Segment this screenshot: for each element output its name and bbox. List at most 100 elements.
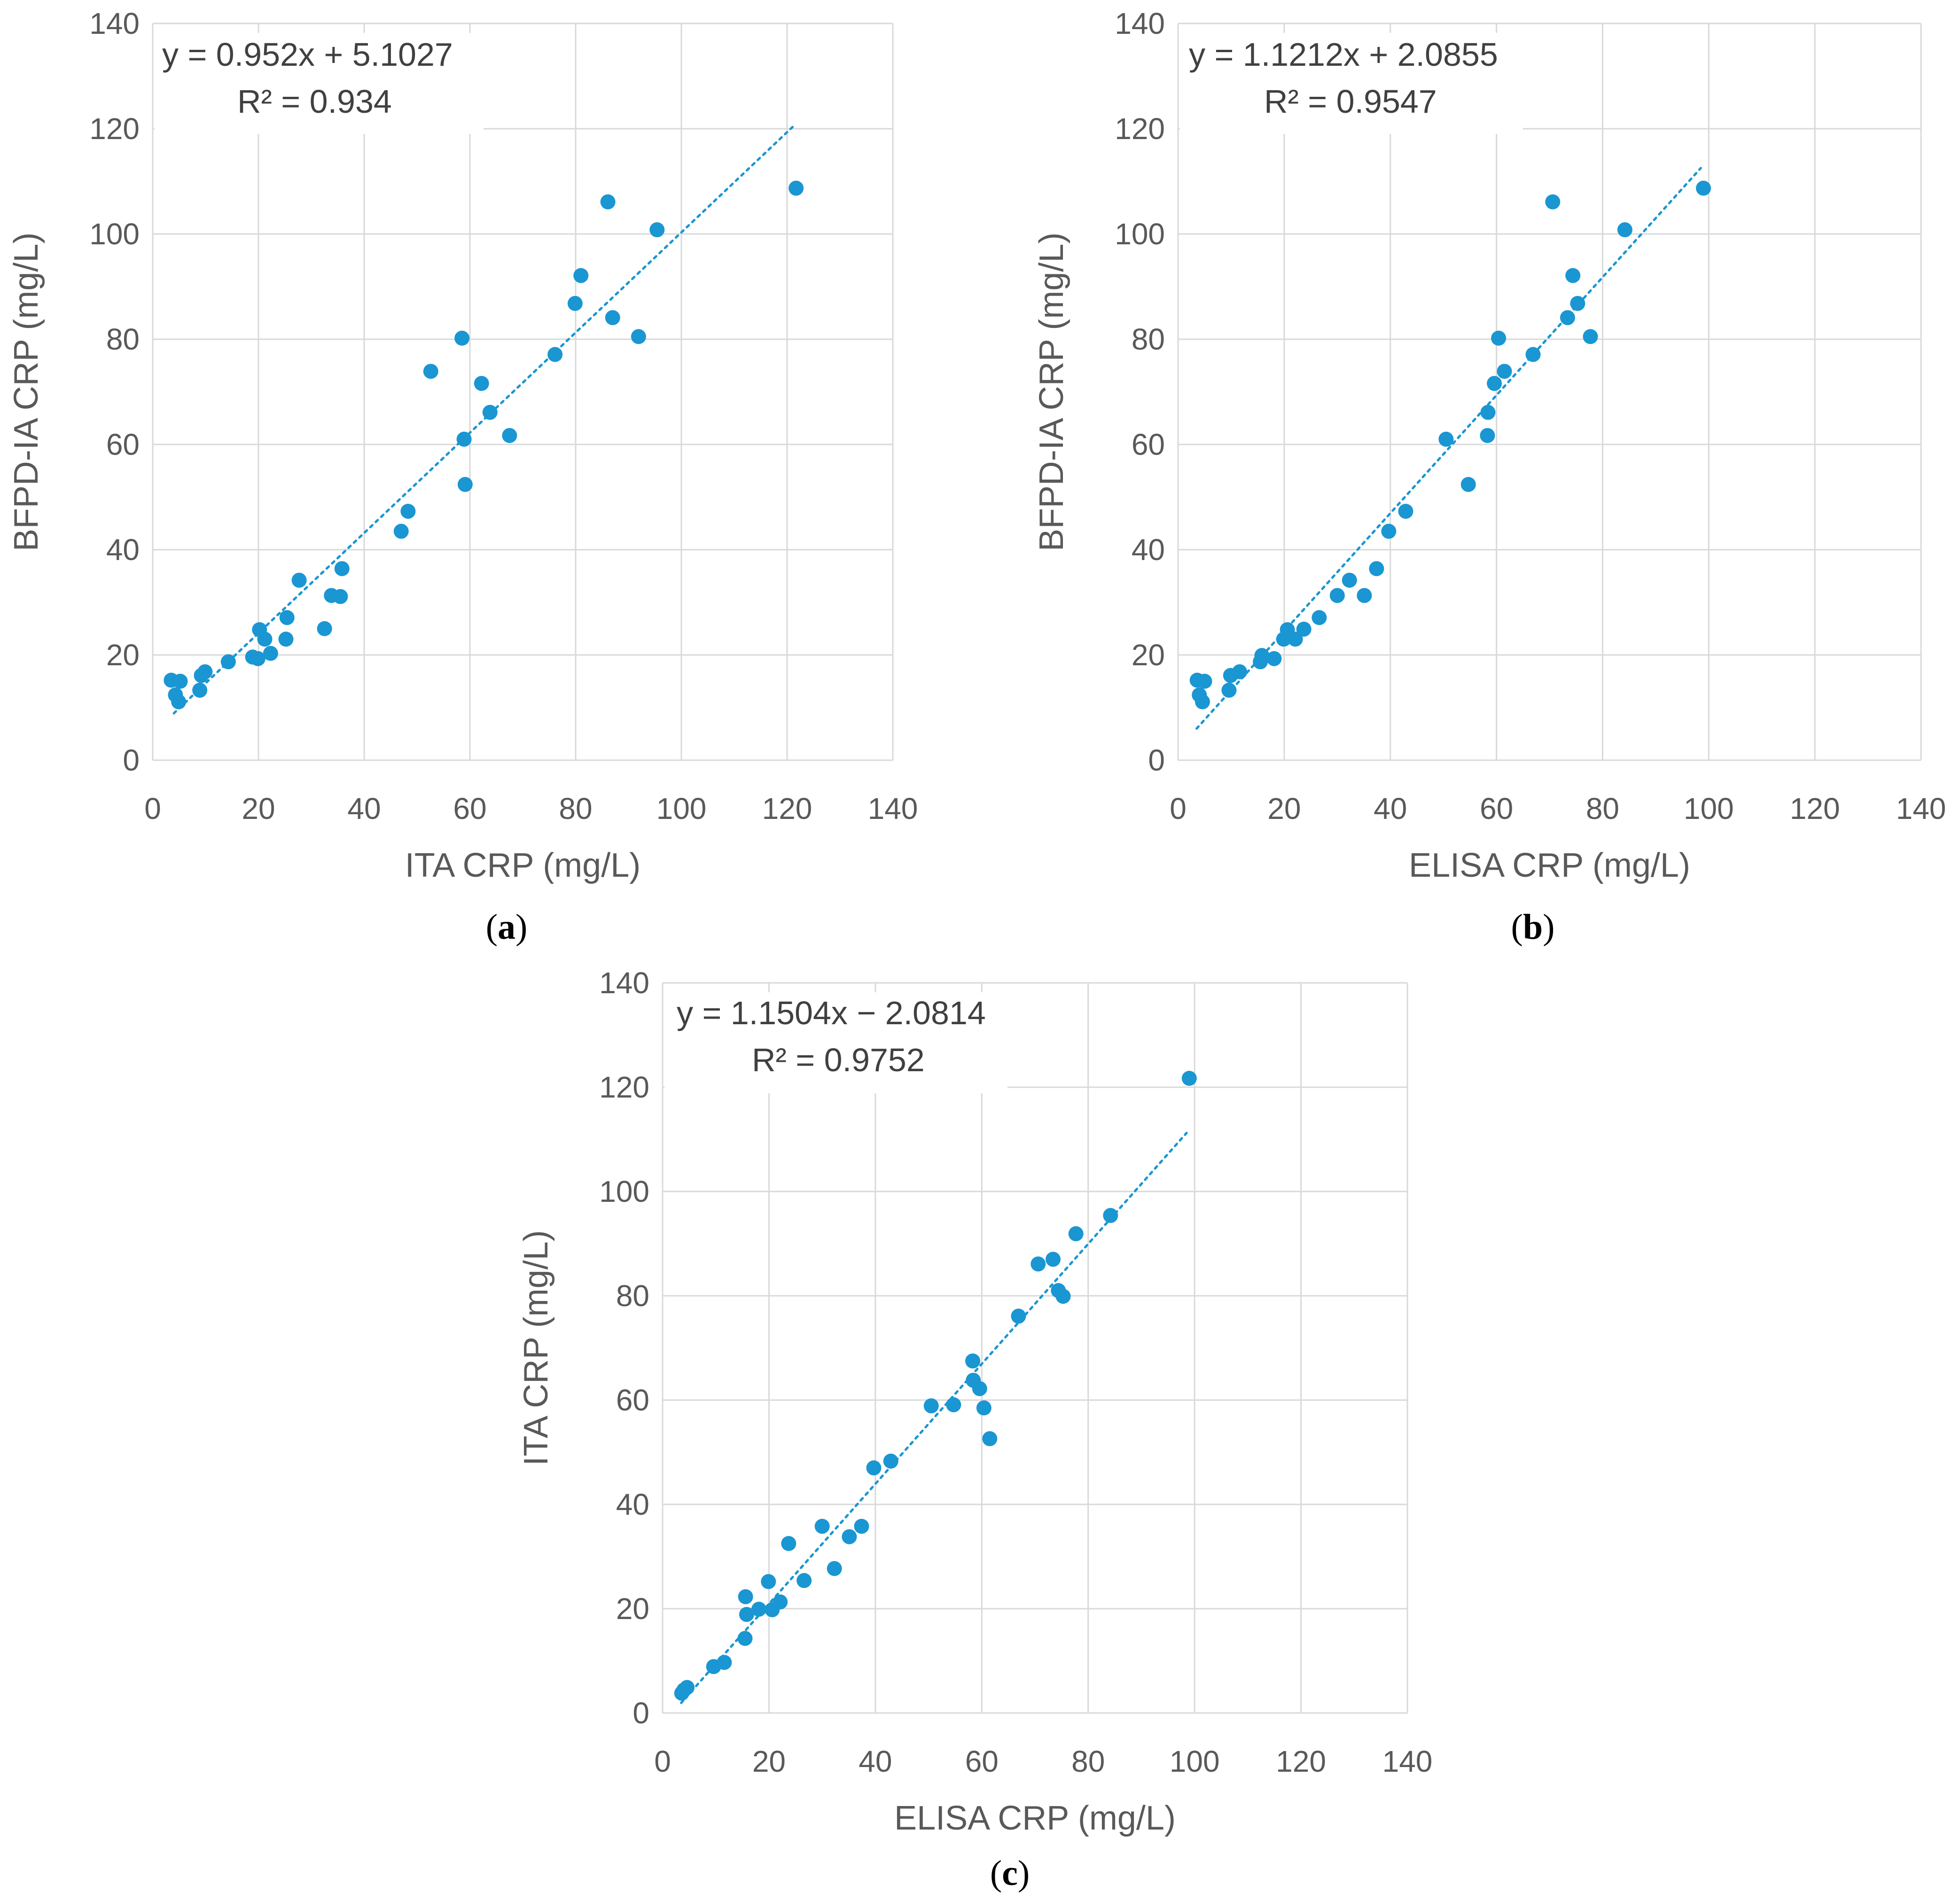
chart-a-equation-box bbox=[155, 33, 484, 134]
data-point bbox=[1296, 622, 1312, 637]
data-point bbox=[257, 631, 273, 647]
data-point bbox=[982, 1431, 998, 1447]
chart-b-x-axis-label: ELISA CRP (mg/L) bbox=[1409, 847, 1690, 884]
chart-b-y-tick: 140 bbox=[1115, 7, 1165, 40]
data-point bbox=[679, 1680, 695, 1695]
chart-a-points bbox=[164, 180, 804, 709]
data-point bbox=[1617, 222, 1632, 238]
data-point bbox=[1381, 523, 1397, 539]
chart-a-panel-label: (a) bbox=[486, 907, 528, 947]
data-point bbox=[781, 1536, 796, 1551]
data-point bbox=[1369, 561, 1384, 576]
panel-label-open: ( bbox=[1511, 907, 1523, 947]
data-point bbox=[573, 268, 589, 283]
data-point bbox=[278, 631, 294, 647]
data-point bbox=[482, 405, 498, 420]
data-point bbox=[197, 664, 213, 679]
data-point bbox=[400, 504, 416, 519]
chart-a-y-tick: 120 bbox=[89, 112, 140, 146]
panel-label-close: ) bbox=[515, 907, 527, 947]
chart-a-x-axis-label: ITA CRP (mg/L) bbox=[405, 847, 640, 884]
chart-b-x-tick: 20 bbox=[1267, 792, 1301, 825]
chart-b-y-tick: 100 bbox=[1115, 217, 1165, 251]
chart-c-y-tick: 60 bbox=[616, 1383, 649, 1417]
data-point bbox=[649, 222, 665, 238]
data-point bbox=[814, 1518, 830, 1534]
chart-b-y-tick: 120 bbox=[1115, 112, 1165, 146]
data-point bbox=[1497, 364, 1512, 379]
data-point bbox=[946, 1397, 961, 1412]
chart-b-equation-box bbox=[1180, 33, 1523, 134]
chart-b-x-tick: 100 bbox=[1684, 792, 1734, 825]
chart-b-x-tick: 80 bbox=[1586, 792, 1619, 825]
data-point bbox=[1480, 428, 1495, 443]
chart-a: 0 20 40 60 80 100 120 140 0 20 40 60 80 … bbox=[8, 7, 918, 947]
data-point bbox=[1398, 504, 1413, 519]
data-point bbox=[547, 347, 563, 362]
data-point bbox=[1312, 610, 1327, 625]
data-point bbox=[796, 1573, 812, 1589]
chart-c-x-tick: 80 bbox=[1071, 1744, 1105, 1778]
panel-label-close: ) bbox=[1543, 907, 1554, 947]
data-point bbox=[317, 621, 332, 636]
panel-label-close: ) bbox=[1018, 1853, 1030, 1893]
chart-b-r-squared: R² = 0.9547 bbox=[1264, 83, 1437, 120]
chart-b-x-tick: 140 bbox=[1896, 792, 1946, 825]
chart-a-y-tick: 20 bbox=[106, 638, 140, 672]
chart-c-x-axis-label: ELISA CRP (mg/L) bbox=[894, 1799, 1176, 1837]
data-point bbox=[172, 674, 188, 689]
data-point bbox=[1357, 588, 1372, 603]
chart-b-equation: y = 1.1212x + 2.0855 bbox=[1189, 36, 1498, 73]
chart-a-equation: y = 0.952x + 5.1027 bbox=[162, 36, 453, 73]
chart-b-x-tick: 0 bbox=[1170, 792, 1187, 825]
data-point bbox=[827, 1561, 842, 1576]
data-point bbox=[761, 1574, 776, 1589]
data-point bbox=[1460, 477, 1476, 492]
data-point bbox=[1560, 310, 1575, 326]
chart-a-y-axis-label: BFPD-IA CRP (mg/L) bbox=[8, 233, 45, 552]
data-point bbox=[457, 477, 473, 492]
chart-c-y-tick: 0 bbox=[633, 1696, 649, 1730]
panel-label-letter: a bbox=[498, 907, 515, 947]
chart-a-y-tick: 80 bbox=[106, 322, 140, 356]
data-point bbox=[1045, 1252, 1061, 1267]
chart-a-y-tick: 0 bbox=[123, 743, 140, 777]
chart-a-y-ticks: 0 20 40 60 80 100 120 140 bbox=[89, 7, 140, 777]
chart-b-x-ticks: 0 20 40 60 80 100 120 140 bbox=[1170, 792, 1946, 825]
data-point bbox=[1254, 648, 1270, 663]
data-point bbox=[1570, 296, 1585, 311]
data-point bbox=[1031, 1256, 1046, 1272]
chart-a-trendline bbox=[172, 123, 796, 715]
data-point bbox=[1055, 1289, 1071, 1304]
chart-b-y-ticks: 0 20 40 60 80 100 120 140 bbox=[1115, 7, 1165, 777]
data-point bbox=[739, 1607, 754, 1622]
chart-b-x-tick: 60 bbox=[1480, 792, 1513, 825]
data-point bbox=[291, 572, 307, 588]
data-point bbox=[263, 646, 278, 661]
data-point bbox=[773, 1594, 788, 1610]
chart-c-r-squared: R² = 0.9752 bbox=[752, 1042, 925, 1078]
chart-a-x-tick: 60 bbox=[453, 792, 486, 825]
chart-b-y-tick: 0 bbox=[1148, 743, 1165, 777]
chart-c-x-ticks: 0 20 40 60 80 100 120 140 bbox=[654, 1744, 1432, 1778]
chart-a-x-tick: 0 bbox=[144, 792, 161, 825]
chart-a-x-tick: 20 bbox=[242, 792, 275, 825]
chart-b-x-tick: 40 bbox=[1374, 792, 1407, 825]
data-point bbox=[737, 1631, 753, 1646]
data-point bbox=[789, 180, 804, 196]
data-point bbox=[567, 296, 583, 311]
chart-a-y-tick: 100 bbox=[89, 217, 140, 251]
chart-c-gridlines bbox=[662, 982, 1408, 1714]
chart-b: 0 20 40 60 80 100 120 140 0 20 40 60 80 … bbox=[1033, 7, 1946, 947]
data-point bbox=[1232, 664, 1247, 679]
chart-b-panel-label: (b) bbox=[1511, 907, 1555, 947]
data-point bbox=[474, 376, 489, 391]
chart-b-y-tick: 80 bbox=[1132, 322, 1165, 356]
data-point bbox=[454, 330, 470, 346]
chart-b-x-tick: 120 bbox=[1790, 792, 1840, 825]
data-point bbox=[1565, 268, 1581, 283]
data-point bbox=[842, 1529, 857, 1544]
data-point bbox=[1525, 347, 1541, 362]
chart-b-y-tick: 20 bbox=[1132, 638, 1165, 672]
